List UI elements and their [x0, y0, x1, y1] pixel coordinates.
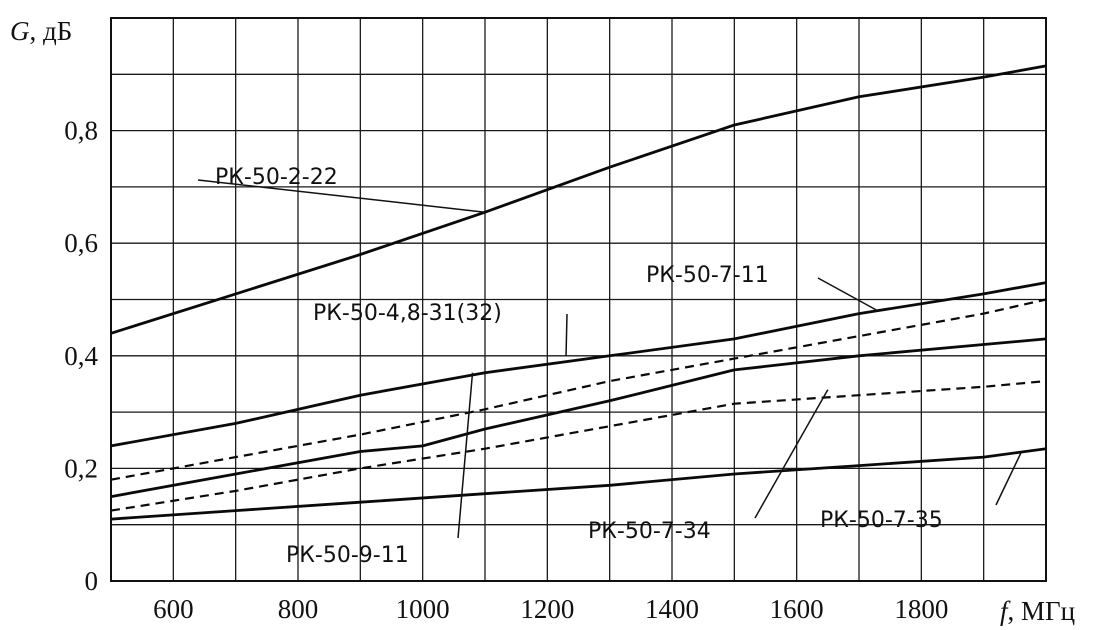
- leader-line-4: [457, 372, 474, 539]
- x-tick-label: 1000: [396, 594, 450, 624]
- x-tick-label: 1400: [645, 594, 699, 624]
- y-tick-label: 0,6: [64, 228, 98, 258]
- series-line-6: [110, 447, 1047, 521]
- x-axis-title: f, МГц: [1000, 596, 1075, 626]
- series-label-1: РК-50-2-22: [215, 165, 338, 190]
- x-tick-label: 800: [278, 594, 319, 624]
- series-group: [110, 64, 1047, 521]
- leader-line-1: [197, 179, 486, 213]
- series-label-2: РК-50-7-11: [646, 263, 769, 288]
- x-axis-variable: f: [1000, 596, 1011, 626]
- series-line-3: [110, 298, 1047, 481]
- series-label-4: РК-50-9-11: [286, 543, 409, 568]
- series-label-3: РК-50-4,8-31(32): [313, 301, 502, 326]
- series-labels: РК-50-2-22 РК-50-7-11 РК-50-4,8-31(32) РК-5…: [215, 165, 943, 568]
- x-tick-label: 1200: [520, 594, 574, 624]
- y-axis-ticks: 0 0,2 0,4 0,6 0,8: [64, 116, 98, 596]
- y-tick-label: 0,4: [64, 341, 98, 371]
- y-axis-title: G, дБ: [10, 16, 72, 46]
- series-line-4: [110, 337, 1047, 498]
- leader-line-5: [754, 389, 829, 519]
- series-line-1: [110, 64, 1047, 335]
- x-axis-unit: МГц: [1021, 596, 1075, 626]
- series-line-5: [110, 380, 1047, 512]
- series-label-6: РК-50-7-35: [820, 508, 943, 533]
- x-axis-ticks: 600 800 1000 1200 1400 1600 1800: [153, 594, 948, 624]
- leader-line-3: [565, 313, 568, 356]
- y-tick-label: 0: [85, 566, 99, 596]
- x-tick-label: 1800: [894, 594, 948, 624]
- y-tick-label: 0,8: [64, 116, 98, 146]
- grid: [111, 18, 1046, 581]
- y-axis-separator: ,: [30, 16, 44, 46]
- leader-line-2: [817, 277, 879, 312]
- series-label-5: РК-50-7-34: [588, 519, 711, 544]
- series-line-2: [110, 281, 1047, 448]
- y-tick-label: 0,2: [64, 453, 98, 483]
- leader-line-6: [995, 452, 1022, 506]
- x-tick-label: 1600: [770, 594, 824, 624]
- x-tick-label: 600: [153, 594, 194, 624]
- y-axis-variable: G: [10, 16, 30, 46]
- x-axis-separator: ,: [1008, 596, 1022, 626]
- y-axis-unit: дБ: [43, 16, 72, 46]
- series-label-leaders: [197, 179, 1022, 539]
